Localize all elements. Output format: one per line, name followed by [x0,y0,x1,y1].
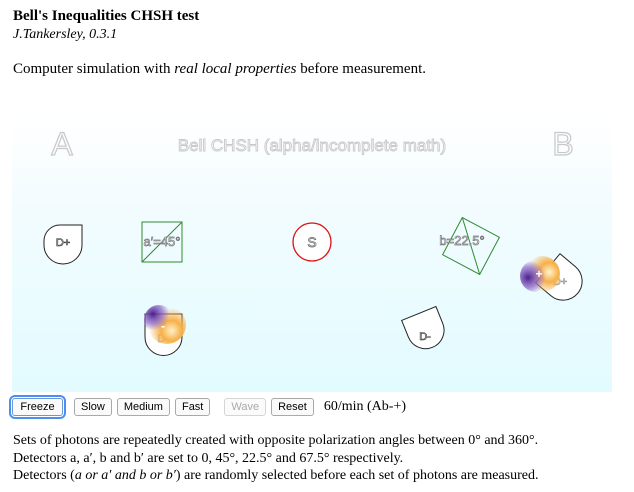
description-line-3-suffix: ) are randomly selected before each set … [175,468,539,483]
intro-text: Computer simulation with real local prop… [13,61,426,78]
simulation-canvas[interactable]: A B Bell CHSH (alpha/incomplete math) D+… [12,118,612,392]
reset-button[interactable]: Reset [271,398,314,416]
canvas-caption: Bell CHSH (alpha/incomplete math) [178,136,446,155]
rate-readout: 60/min (Ab-+) [323,399,407,414]
station-b-label: B [552,126,573,162]
detector-b-minus-label: D- [419,331,431,343]
slow-button[interactable]: Slow [74,398,112,416]
photon-source: S [292,222,332,262]
description: Sets of photons are repeatedly created w… [13,432,539,485]
author-version: J.Tankersley, 0.3.1 [13,27,118,42]
station-a-label: A [51,126,73,162]
freeze-button[interactable]: Freeze [9,395,66,419]
detector-a-plus-label: D+ [56,237,70,249]
polarizer-a-prime-label: a′=45° [144,234,181,249]
fast-button[interactable]: Fast [174,398,211,416]
intro-prefix: Computer simulation with [13,61,175,77]
detector-b-minus: D- [400,305,445,350]
photon-b: + [520,256,560,292]
intro-suffix: before measurement. [296,61,426,77]
simulation-svg: A B Bell CHSH (alpha/incomplete math) D+… [43,125,583,356]
polarizer-b: b=22.5° [439,216,501,276]
wave-button[interactable]: Wave [224,398,267,416]
photon-a: - [144,305,186,344]
polarizer-b-label: b=22.5° [439,233,484,248]
detector-a-plus: D+ [43,224,83,265]
polarizer-a-prime: a′=45° [141,221,183,263]
source-label: S [307,234,316,250]
intro-emphasis: real local properties [174,61,297,77]
control-bar: Freeze Slow Medium Fast Wave Reset 60/mi… [9,395,407,419]
description-line-1: Sets of photons are repeatedly created w… [13,433,539,448]
photon-a-sign: - [161,318,165,333]
description-line-3-prefix: Detectors ( [13,468,75,483]
description-line-3: Detectors (a or a′ and b or b′) are rand… [13,467,539,485]
medium-button[interactable]: Medium [116,398,170,416]
page-title: Bell's Inequalities CHSH test [13,8,200,24]
description-line-3-emphasis: a or a′ and b or b′ [74,468,176,483]
description-line-2: Detectors a, a′, b and b′ are set to 0, … [13,450,404,466]
photon-b-sign: + [535,267,542,281]
